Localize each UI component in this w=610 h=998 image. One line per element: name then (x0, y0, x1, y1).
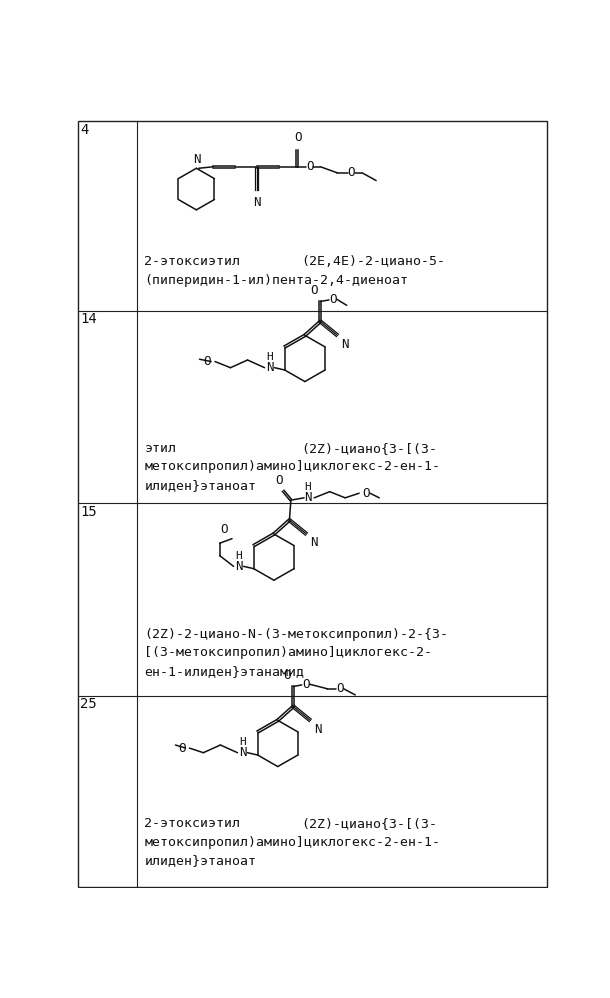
Text: H: H (304, 482, 311, 492)
Text: метоксипропил)амино]циклогекс-2-ен-1-: метоксипропил)амино]циклогекс-2-ен-1- (145, 836, 440, 849)
Text: (2Z)-2-циано-N-(3-метоксипропил)-2-{3-: (2Z)-2-циано-N-(3-метоксипропил)-2-{3- (145, 628, 448, 641)
Text: ен-1-илиден}этанамид: ен-1-илиден}этанамид (145, 665, 304, 678)
Text: (2Z)-циано{3-[(3-: (2Z)-циано{3-[(3- (301, 817, 437, 830)
Text: 14: 14 (80, 312, 97, 326)
Text: 2-этоксиэтил: 2-этоксиэтил (145, 817, 240, 830)
Text: O: O (310, 283, 318, 296)
Text: N: N (342, 337, 349, 350)
Text: O: O (348, 167, 355, 180)
Text: N: N (193, 153, 200, 166)
Text: H: H (267, 352, 273, 362)
Text: илиден}этаноат: илиден}этаноат (145, 479, 256, 492)
Text: метоксипропил)амино]циклогекс-2-ен-1-: метоксипропил)амино]циклогекс-2-ен-1- (145, 460, 440, 473)
Text: N: N (314, 723, 321, 736)
Text: N: N (310, 536, 318, 549)
Text: (2Z)-циано{3-[(3-: (2Z)-циано{3-[(3- (301, 442, 437, 455)
Text: 2-этоксиэтил: 2-этоксиэтил (145, 255, 240, 268)
Text: (2E,4E)-2-циано-5-: (2E,4E)-2-циано-5- (301, 255, 445, 268)
Text: N: N (304, 491, 312, 504)
Text: O: O (306, 161, 314, 174)
Text: O: O (302, 678, 309, 691)
Text: 25: 25 (80, 698, 97, 712)
Text: N: N (239, 747, 246, 759)
Text: (пиперидин-1-ил)пента-2,4-диеноат: (пиперидин-1-ил)пента-2,4-диеноат (145, 273, 409, 286)
Text: илиден}этаноат: илиден}этаноат (145, 854, 256, 867)
Text: N: N (266, 361, 274, 374)
Text: O: O (276, 474, 283, 487)
Text: O: O (362, 487, 370, 500)
Text: O: O (294, 132, 302, 145)
Text: этил: этил (145, 442, 176, 455)
Text: N: N (253, 196, 260, 209)
Text: 4: 4 (80, 123, 88, 137)
Text: H: H (235, 551, 242, 561)
Text: 15: 15 (80, 505, 97, 519)
Text: H: H (240, 738, 246, 748)
Text: O: O (329, 292, 337, 305)
Text: O: O (178, 742, 185, 754)
Text: O: O (204, 355, 211, 368)
Text: O: O (336, 683, 343, 696)
Text: O: O (283, 669, 291, 682)
Text: O: O (220, 523, 228, 536)
Text: N: N (235, 560, 243, 573)
Text: [(3-метоксипропил)амино]циклогекс-2-: [(3-метоксипропил)амино]циклогекс-2- (145, 647, 432, 660)
